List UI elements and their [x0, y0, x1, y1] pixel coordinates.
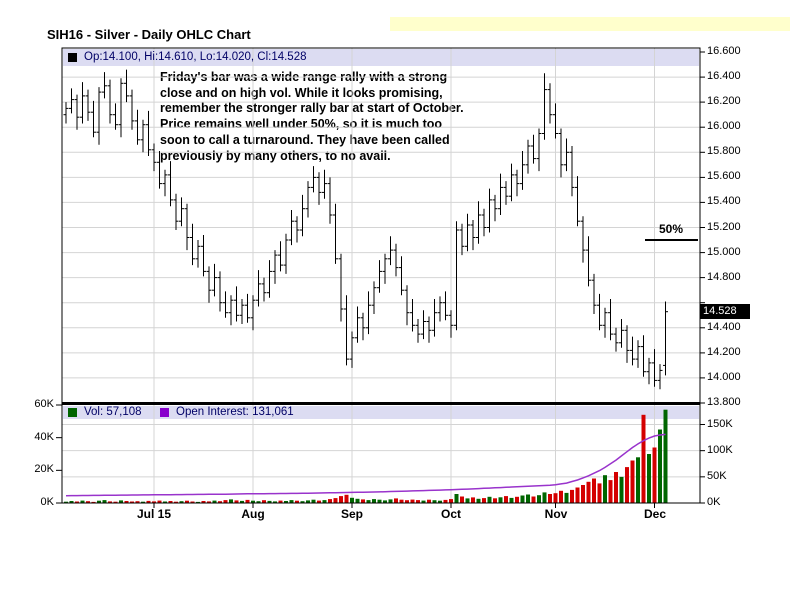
- price-axis-tick-label: 14.200: [707, 346, 741, 358]
- x-axis-tick-label: Aug: [241, 507, 265, 521]
- price-axis-tick-label: 16.600: [707, 45, 741, 57]
- ohlc-legend-marker-icon: [68, 53, 77, 62]
- volume-right-tick-label: 0K: [707, 496, 721, 508]
- price-axis-tick-label: 14.000: [707, 371, 741, 383]
- x-axis-tick-label: Oct: [440, 507, 461, 521]
- ohlc-legend-text: Op:14.100, Hi:14.610, Lo:14.020, Cl:14.5…: [84, 51, 307, 63]
- volume-legend-marker-icon: [68, 408, 77, 417]
- price-axis-tick-label: 16.200: [707, 95, 741, 107]
- open-interest-legend-text: Open Interest: 131,061: [176, 406, 294, 418]
- price-axis-tick-label: 15.800: [707, 145, 741, 157]
- volume-right-tick-label: 50K: [707, 470, 727, 482]
- x-axis-tick-label: Nov: [544, 507, 568, 521]
- price-axis-tick-label: 15.000: [707, 246, 741, 258]
- price-axis-tick-label: 15.200: [707, 221, 741, 233]
- price-axis-tick-label: 15.600: [707, 170, 741, 182]
- volume-left-tick-label: 0K: [40, 496, 54, 508]
- x-axis-tick-label: Dec: [643, 507, 666, 521]
- annotation-line: close and on high vol. While it looks pr…: [160, 85, 443, 100]
- price-axis-tick-label: 15.400: [707, 195, 741, 207]
- price-axis-tick-label: 14.400: [707, 321, 741, 333]
- price-axis-tick-label: 16.000: [707, 120, 741, 132]
- highlight-strip: [390, 17, 790, 31]
- price-axis-tick-label: 14.800: [707, 271, 741, 283]
- volume-legend-band: [63, 406, 699, 419]
- volume-left-tick-label: 20K: [34, 463, 54, 475]
- volume-left-tick-label: 60K: [34, 398, 54, 410]
- price-axis-tick-label: 16.400: [707, 70, 741, 82]
- chart-title: SIH16 - Silver - Daily OHLC Chart: [47, 27, 251, 42]
- volume-left-tick-label: 40K: [34, 431, 54, 443]
- volume-legend-text: Vol: 57,108: [84, 406, 142, 418]
- annotation-line: soon to call a turnaround. They have bee…: [160, 132, 450, 147]
- x-axis-tick-label: Jul 15: [136, 507, 172, 521]
- price-axis-tick-label: 13.800: [707, 396, 741, 408]
- price-legend-band: [63, 49, 699, 66]
- volume-right-tick-label: 150K: [707, 418, 733, 430]
- last-price-badge: 14.528: [700, 304, 750, 319]
- volume-right-tick-label: 100K: [707, 444, 733, 456]
- x-axis-tick-label: Sep: [340, 507, 363, 521]
- annotation-line: remember the stronger rally bar at start…: [160, 101, 464, 116]
- open-interest-legend-marker-icon: [160, 408, 169, 417]
- fifty-percent-label: 50%: [658, 222, 684, 236]
